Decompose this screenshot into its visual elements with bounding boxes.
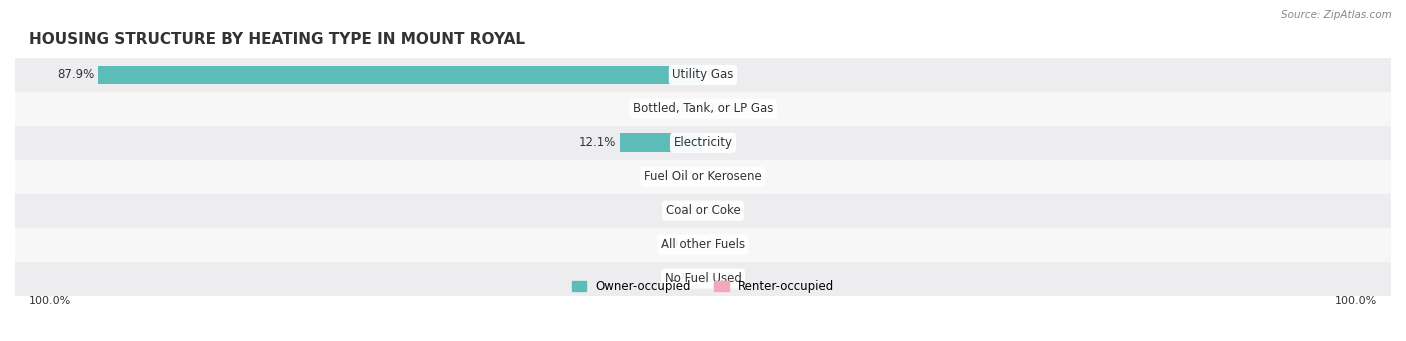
Text: Source: ZipAtlas.com: Source: ZipAtlas.com (1281, 10, 1392, 20)
Text: No Fuel Used: No Fuel Used (665, 272, 741, 285)
Text: Electricity: Electricity (673, 136, 733, 149)
Bar (15, 92, 1391, 126)
Text: All other Fuels: All other Fuels (661, 238, 745, 251)
Bar (98, 65, 703, 84)
Text: 0.0%: 0.0% (706, 204, 737, 217)
Bar (15, 126, 1391, 160)
Text: 100.0%: 100.0% (1334, 296, 1378, 306)
Text: Coal or Coke: Coal or Coke (665, 204, 741, 217)
Text: HOUSING STRUCTURE BY HEATING TYPE IN MOUNT ROYAL: HOUSING STRUCTURE BY HEATING TYPE IN MOU… (28, 32, 524, 47)
Bar (15, 228, 1391, 262)
Bar (15, 58, 1391, 92)
Bar (15, 160, 1391, 194)
Text: 12.1%: 12.1% (579, 136, 616, 149)
Text: 100.0%: 100.0% (28, 296, 72, 306)
Bar (620, 133, 703, 152)
Bar (15, 194, 1391, 228)
Text: 87.9%: 87.9% (58, 69, 94, 81)
Text: Utility Gas: Utility Gas (672, 69, 734, 81)
Text: 0.0%: 0.0% (706, 136, 737, 149)
Text: 0.0%: 0.0% (706, 238, 737, 251)
Text: 0.0%: 0.0% (669, 204, 700, 217)
Text: Bottled, Tank, or LP Gas: Bottled, Tank, or LP Gas (633, 102, 773, 115)
Legend: Owner-occupied, Renter-occupied: Owner-occupied, Renter-occupied (567, 276, 839, 298)
Text: 0.0%: 0.0% (706, 272, 737, 285)
Text: 0.0%: 0.0% (669, 238, 700, 251)
Text: 0.0%: 0.0% (706, 102, 737, 115)
Text: 0.0%: 0.0% (669, 272, 700, 285)
Text: 0.0%: 0.0% (669, 102, 700, 115)
Text: 0.0%: 0.0% (669, 170, 700, 183)
Text: Fuel Oil or Kerosene: Fuel Oil or Kerosene (644, 170, 762, 183)
Text: 0.0%: 0.0% (706, 170, 737, 183)
Bar (15, 262, 1391, 296)
Text: 0.0%: 0.0% (706, 69, 737, 81)
